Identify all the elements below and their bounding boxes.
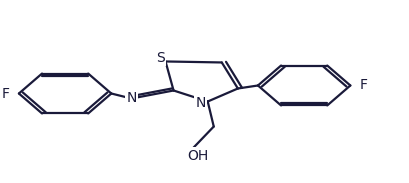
Text: N: N: [126, 91, 136, 104]
Text: F: F: [2, 87, 10, 100]
Text: N: N: [195, 96, 205, 109]
Text: S: S: [156, 51, 165, 65]
Text: OH: OH: [187, 149, 208, 163]
Text: F: F: [358, 79, 366, 92]
